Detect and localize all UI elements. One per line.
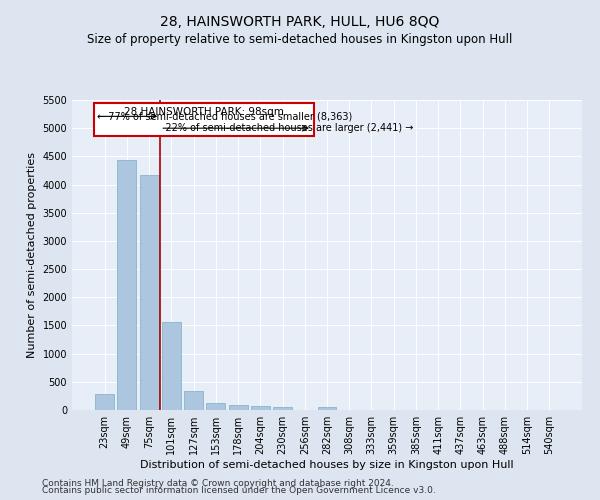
Bar bbox=[206, 403, 225, 410]
Bar bbox=[162, 322, 181, 410]
Text: Contains public sector information licensed under the Open Government Licence v3: Contains public sector information licen… bbox=[42, 486, 436, 495]
X-axis label: Distribution of semi-detached houses by size in Kingston upon Hull: Distribution of semi-detached houses by … bbox=[140, 460, 514, 470]
Text: ← 77% of semi-detached houses are smaller (8,363): ← 77% of semi-detached houses are smalle… bbox=[97, 112, 353, 122]
Y-axis label: Number of semi-detached properties: Number of semi-detached properties bbox=[27, 152, 37, 358]
Text: Contains HM Land Registry data © Crown copyright and database right 2024.: Contains HM Land Registry data © Crown c… bbox=[42, 478, 394, 488]
Bar bbox=[95, 394, 114, 410]
Bar bbox=[317, 406, 337, 410]
Bar bbox=[273, 406, 292, 410]
FancyBboxPatch shape bbox=[94, 103, 314, 136]
Bar bbox=[229, 406, 248, 410]
Text: 22% of semi-detached houses are larger (2,441) →: 22% of semi-detached houses are larger (… bbox=[156, 123, 413, 133]
Bar bbox=[251, 406, 270, 410]
Bar bbox=[184, 392, 203, 410]
Bar bbox=[118, 160, 136, 410]
Bar bbox=[140, 175, 158, 410]
Text: 28, HAINSWORTH PARK, HULL, HU6 8QQ: 28, HAINSWORTH PARK, HULL, HU6 8QQ bbox=[160, 15, 440, 29]
Text: Size of property relative to semi-detached houses in Kingston upon Hull: Size of property relative to semi-detach… bbox=[88, 32, 512, 46]
Text: 28 HAINSWORTH PARK: 98sqm: 28 HAINSWORTH PARK: 98sqm bbox=[124, 108, 284, 118]
